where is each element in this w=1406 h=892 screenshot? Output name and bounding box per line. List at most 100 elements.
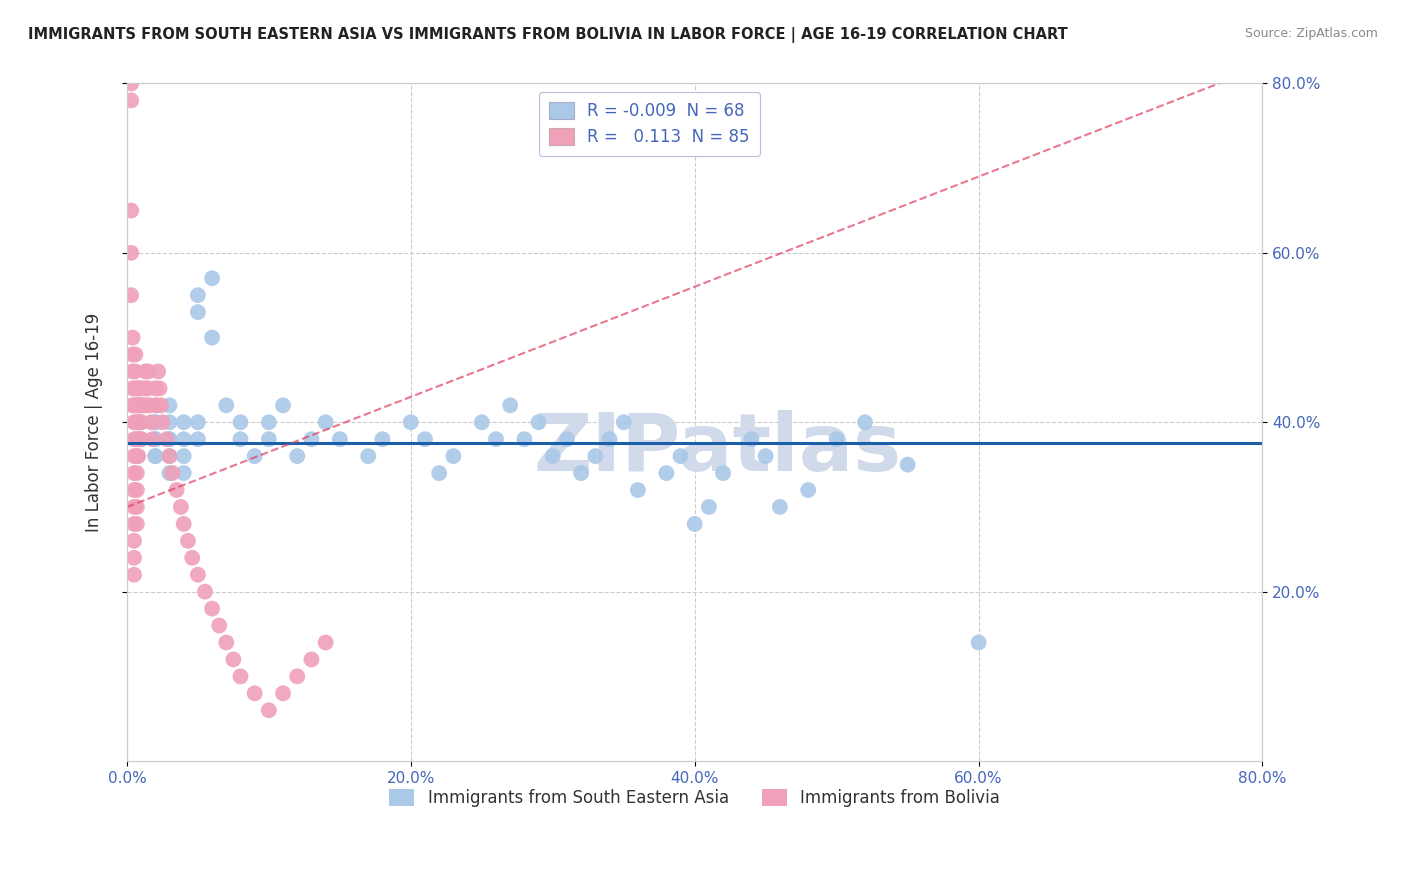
- Point: [120, 203, 142, 218]
- Point: [485, 432, 508, 446]
- Point: [499, 398, 522, 412]
- Point: [187, 567, 209, 582]
- Point: [121, 364, 143, 378]
- Point: [555, 432, 578, 446]
- Point: [797, 483, 820, 497]
- Point: [194, 584, 217, 599]
- Point: [285, 669, 308, 683]
- Point: [229, 432, 252, 446]
- Point: [541, 449, 564, 463]
- Point: [740, 432, 762, 446]
- Point: [569, 466, 592, 480]
- Point: [229, 669, 252, 683]
- Point: [125, 449, 148, 463]
- Point: [583, 449, 606, 463]
- Point: [141, 432, 163, 446]
- Point: [413, 432, 436, 446]
- Point: [121, 381, 143, 395]
- Point: [128, 398, 150, 412]
- Point: [187, 415, 209, 429]
- Point: [755, 449, 778, 463]
- Point: [125, 483, 148, 497]
- Point: [146, 364, 169, 378]
- Point: [257, 703, 280, 717]
- Point: [122, 533, 145, 548]
- Point: [128, 381, 150, 395]
- Point: [853, 415, 876, 429]
- Point: [229, 415, 252, 429]
- Point: [120, 94, 142, 108]
- Point: [669, 449, 692, 463]
- Point: [124, 398, 146, 412]
- Point: [148, 381, 170, 395]
- Point: [125, 398, 148, 412]
- Point: [441, 449, 464, 463]
- Point: [143, 432, 166, 446]
- Point: [170, 500, 193, 514]
- Point: [967, 635, 990, 649]
- Point: [257, 415, 280, 429]
- Point: [427, 466, 450, 480]
- Point: [173, 466, 195, 480]
- Text: IMMIGRANTS FROM SOUTH EASTERN ASIA VS IMMIGRANTS FROM BOLIVIA IN LABOR FORCE | A: IMMIGRANTS FROM SOUTH EASTERN ASIA VS IM…: [28, 27, 1069, 43]
- Point: [187, 432, 209, 446]
- Point: [222, 652, 245, 666]
- Point: [139, 415, 162, 429]
- Point: [128, 432, 150, 446]
- Point: [122, 449, 145, 463]
- Point: [134, 381, 156, 395]
- Point: [127, 449, 149, 463]
- Point: [613, 415, 636, 429]
- Point: [149, 398, 172, 412]
- Point: [271, 398, 294, 412]
- Point: [683, 516, 706, 531]
- Point: [125, 500, 148, 514]
- Point: [124, 381, 146, 395]
- Point: [257, 432, 280, 446]
- Point: [201, 271, 224, 285]
- Point: [243, 686, 266, 700]
- Point: [125, 516, 148, 531]
- Point: [122, 415, 145, 429]
- Point: [285, 449, 308, 463]
- Point: [329, 432, 352, 446]
- Point: [127, 432, 149, 446]
- Point: [124, 364, 146, 378]
- Point: [121, 398, 143, 412]
- Point: [159, 415, 181, 429]
- Point: [201, 601, 224, 615]
- Point: [711, 466, 734, 480]
- Point: [159, 432, 181, 446]
- Point: [143, 398, 166, 412]
- Point: [122, 567, 145, 582]
- Point: [138, 398, 160, 412]
- Point: [243, 449, 266, 463]
- Point: [129, 415, 152, 429]
- Point: [121, 347, 143, 361]
- Point: [129, 432, 152, 446]
- Point: [177, 533, 200, 548]
- Point: [173, 516, 195, 531]
- Point: [159, 398, 181, 412]
- Point: [120, 288, 142, 302]
- Legend: Immigrants from South Eastern Asia, Immigrants from Bolivia: Immigrants from South Eastern Asia, Immi…: [382, 782, 1007, 814]
- Point: [129, 432, 152, 446]
- Point: [145, 398, 167, 412]
- Point: [513, 432, 536, 446]
- Point: [159, 449, 181, 463]
- Point: [125, 432, 148, 446]
- Point: [173, 415, 195, 429]
- Point: [187, 288, 209, 302]
- Point: [371, 432, 394, 446]
- Point: [301, 432, 323, 446]
- Point: [127, 381, 149, 395]
- Point: [315, 635, 337, 649]
- Point: [124, 347, 146, 361]
- Point: [122, 550, 145, 565]
- Point: [129, 398, 152, 412]
- Point: [136, 381, 159, 395]
- Point: [655, 466, 678, 480]
- Point: [315, 415, 337, 429]
- Point: [825, 432, 848, 446]
- Point: [357, 449, 380, 463]
